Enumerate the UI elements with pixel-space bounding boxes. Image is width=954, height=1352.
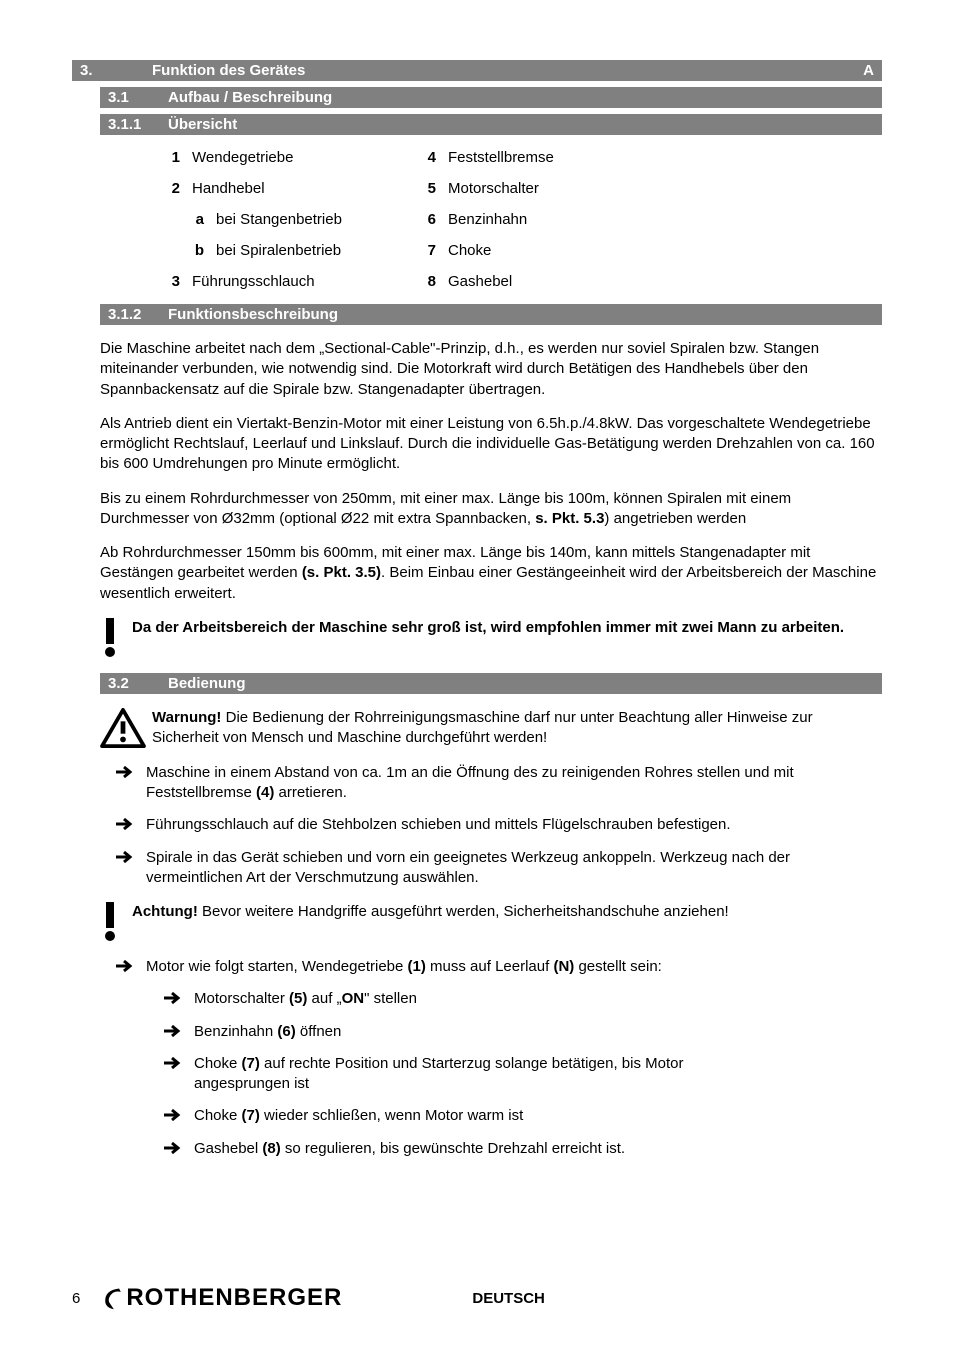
heading-num: 3.	[80, 62, 152, 79]
part-num: 4	[422, 149, 448, 166]
part-num: 7	[422, 242, 448, 259]
part-num: 2	[166, 180, 192, 197]
list-item: Spirale in das Gerät schieben und vorn e…	[116, 848, 882, 889]
arrow-right-icon	[164, 989, 182, 1009]
notice-recommendation: Da der Arbeitsbereich der Maschine sehr …	[100, 618, 882, 663]
part-num: 3	[166, 273, 192, 290]
heading-3-2: 3.2 Bedienung	[100, 673, 882, 694]
warning-triangle-icon	[100, 708, 142, 753]
heading-num: 3.1	[108, 89, 168, 106]
part-num: 8	[422, 273, 448, 290]
paragraph: Bis zu einem Rohrdurchmesser von 250mm, …	[100, 489, 882, 530]
arrow-right-icon	[116, 763, 134, 783]
part-num: a	[190, 211, 216, 228]
heading-ref: A	[863, 62, 874, 79]
heading-num: 3.1.1	[108, 116, 168, 133]
heading-num: 3.2	[108, 675, 168, 692]
arrow-right-icon	[116, 848, 134, 868]
exclamation-icon	[100, 902, 122, 947]
arrow-right-icon	[116, 957, 134, 977]
part-label: Führungsschlauch	[192, 273, 422, 290]
heading-title: Funktion des Gerätes	[152, 62, 863, 79]
list-item: Gashebel (8) so regulieren, bis gewünsch…	[164, 1139, 882, 1159]
part-label: bei Spiralenbetrieb	[216, 242, 422, 259]
list-item: Choke (7) auf rechte Position und Starte…	[164, 1054, 882, 1095]
heading-title: Übersicht	[168, 116, 874, 133]
list-item: Benzinhahn (6) öffnen	[164, 1022, 882, 1042]
list-item: Choke (7) wieder schließen, wenn Motor w…	[164, 1106, 882, 1126]
part-label: Benzinhahn	[448, 211, 527, 228]
part-num: b	[190, 242, 216, 259]
caution-text: Achtung! Bevor weitere Handgriffe ausgef…	[132, 902, 882, 922]
part-label: Handhebel	[192, 180, 422, 197]
heading-title: Funktionsbeschreibung	[168, 306, 874, 323]
motor-sub-list: Motorschalter (5) auf „ON" stellen Benzi…	[164, 989, 882, 1159]
motor-start-list: Motor wie folgt starten, Wendegetriebe (…	[116, 957, 882, 977]
list-item: Maschine in einem Abstand von ca. 1m an …	[116, 763, 882, 804]
arrow-right-icon	[164, 1054, 182, 1074]
paragraph: Als Antrieb dient ein Viertakt-Benzin-Mo…	[100, 414, 882, 475]
part-label: bei Stangenbetrieb	[216, 211, 422, 228]
list-item: Motorschalter (5) auf „ON" stellen	[164, 989, 882, 1009]
warning-notice: Warnung! Die Bedienung der Rohrreinigung…	[100, 708, 882, 753]
part-num: 5	[422, 180, 448, 197]
page-footer: 6 ROTHENBERGER DEUTSCH	[72, 1284, 882, 1312]
parts-overview-table: 1 Wendegetriebe 4 Feststellbremse 2 Hand…	[166, 149, 882, 290]
arrow-right-icon	[164, 1022, 182, 1042]
heading-3: 3. Funktion des Gerätes A	[72, 60, 882, 81]
instruction-list: Maschine in einem Abstand von ca. 1m an …	[116, 763, 882, 888]
part-label: Choke	[448, 242, 491, 259]
paragraph: Die Maschine arbeitet nach dem „Sectiona…	[100, 339, 882, 400]
exclamation-icon	[100, 618, 122, 663]
brand-logo: ROTHENBERGER	[100, 1284, 342, 1312]
heading-title: Bedienung	[168, 675, 874, 692]
heading-title: Aufbau / Beschreibung	[168, 89, 874, 106]
heading-3-1: 3.1 Aufbau / Beschreibung	[100, 87, 882, 108]
part-label: Motorschalter	[448, 180, 539, 197]
arrow-right-icon	[164, 1139, 182, 1159]
brand-swoosh-icon	[100, 1285, 126, 1311]
part-num: 6	[422, 211, 448, 228]
arrow-right-icon	[164, 1106, 182, 1126]
page-content: 3. Funktion des Gerätes A 3.1 Aufbau / B…	[0, 0, 954, 1191]
part-num: 1	[166, 149, 192, 166]
notice-text: Da der Arbeitsbereich der Maschine sehr …	[132, 618, 882, 638]
list-item: Motor wie folgt starten, Wendegetriebe (…	[116, 957, 882, 977]
arrow-right-icon	[116, 815, 134, 835]
caution-notice: Achtung! Bevor weitere Handgriffe ausgef…	[100, 902, 882, 947]
list-item: Führungsschlauch auf die Stehbolzen schi…	[116, 815, 882, 835]
heading-3-1-2: 3.1.2 Funktionsbeschreibung	[100, 304, 882, 325]
part-label: Gashebel	[448, 273, 512, 290]
page-number: 6	[72, 1290, 80, 1307]
heading-3-1-1: 3.1.1 Übersicht	[100, 114, 882, 135]
part-label: Wendegetriebe	[192, 149, 422, 166]
language-label: DEUTSCH	[472, 1290, 545, 1307]
part-label: Feststellbremse	[448, 149, 554, 166]
warning-text: Warnung! Die Bedienung der Rohrreinigung…	[152, 708, 882, 749]
paragraph: Ab Rohrdurchmesser 150mm bis 600mm, mit …	[100, 543, 882, 604]
heading-num: 3.1.2	[108, 306, 168, 323]
